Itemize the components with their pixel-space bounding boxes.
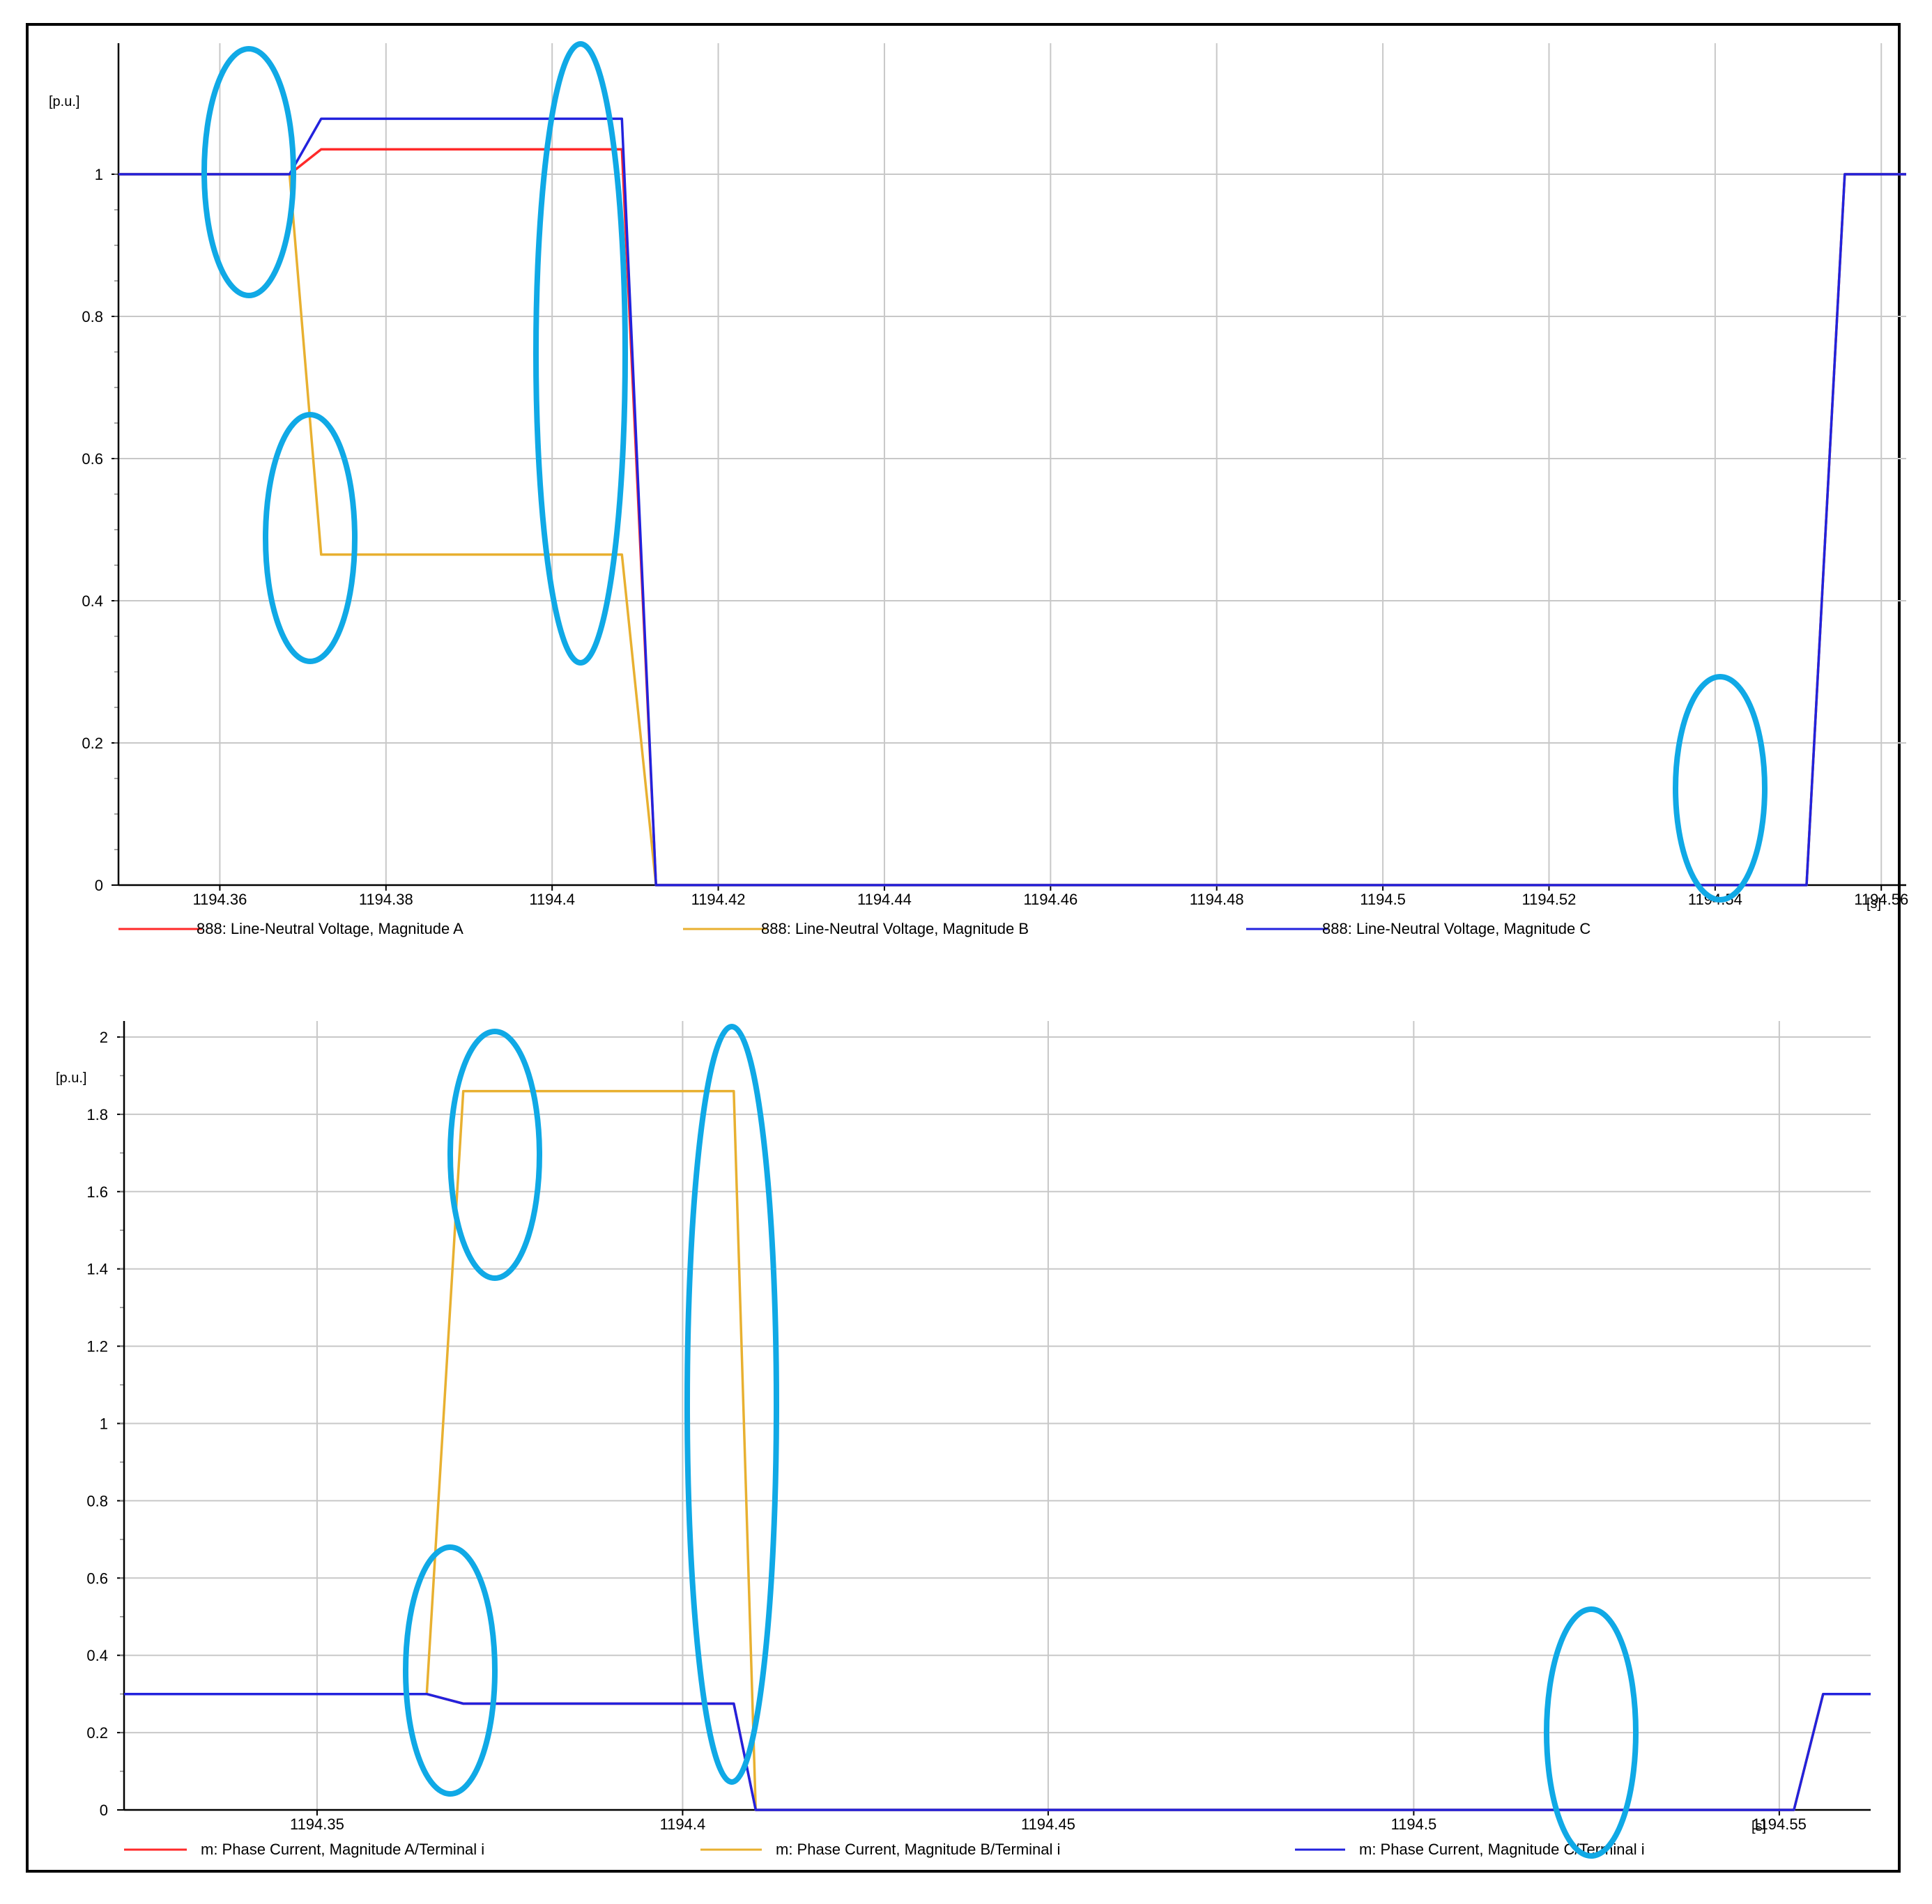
y-tick-label: 0.8 bbox=[82, 308, 103, 325]
y-tick-label: 0.8 bbox=[86, 1492, 108, 1510]
x-tick-label: 1194.38 bbox=[359, 891, 413, 908]
voltage-chart-axes bbox=[112, 43, 1906, 891]
voltage-chart-x-unit: [s] bbox=[1866, 896, 1881, 912]
y-tick-label: 0.4 bbox=[86, 1647, 108, 1664]
series-line-3 bbox=[124, 1692, 1871, 1811]
y-tick-label: 1.8 bbox=[86, 1106, 108, 1123]
legend-label: m: Phase Current, Magnitude A/Terminal i bbox=[201, 1841, 484, 1858]
x-tick-label: 1194.36 bbox=[192, 891, 247, 908]
current-chart-y-unit: [p.u.] bbox=[56, 1070, 86, 1086]
x-tick-label: 1194.5 bbox=[1360, 891, 1406, 908]
highlight-ellipse bbox=[533, 41, 628, 666]
current-chart-axes bbox=[117, 1021, 1871, 1815]
x-tick-label: 1194.48 bbox=[1190, 891, 1244, 908]
legend-label: m: Phase Current, Magnitude B/Terminal i bbox=[776, 1841, 1060, 1858]
current-chart-grid bbox=[124, 1021, 1871, 1810]
highlight-ellipse bbox=[447, 1029, 542, 1281]
current-chart: [p.u.] [s] 0 0.2 0.4 0.6 0.8 1 1.2 1.4 1.6 1.8 2 1… bbox=[56, 1021, 1871, 1858]
y-tick-label: 1.6 bbox=[86, 1183, 108, 1201]
x-tick-label: 1194.45 bbox=[1021, 1815, 1075, 1833]
y-tick-label: 0.6 bbox=[82, 450, 103, 468]
y-tick-label: 0.4 bbox=[82, 592, 103, 610]
y-tick-label: 0.6 bbox=[86, 1569, 108, 1587]
x-tick-label: 1194.52 bbox=[1522, 891, 1577, 908]
y-tick-label: 0 bbox=[100, 1802, 108, 1819]
current-chart-x-ticks: 1194.35 1194.4 1194.45 1194.5 1194.55 bbox=[290, 1815, 1807, 1833]
x-tick-label: 1194.4 bbox=[529, 891, 575, 908]
y-tick-label: 1 bbox=[95, 166, 103, 183]
voltage-chart: [p.u.] [s] 0 0.2 0.4 0.6 0.8 1 1194.36 1194.38… bbox=[49, 43, 1908, 937]
x-tick-label: 1194.56 bbox=[1854, 891, 1908, 908]
voltage-chart-y-ticks: 0 0.2 0.4 0.6 0.8 1 bbox=[82, 166, 103, 894]
legend-label: 888: Line-Neutral Voltage, Magnitude A bbox=[197, 920, 463, 937]
current-chart-series bbox=[124, 1089, 1871, 1811]
highlight-annotations bbox=[201, 41, 1768, 1859]
voltage-chart-grid bbox=[118, 43, 1906, 885]
current-chart-y-ticks: 0 0.2 0.4 0.6 0.8 1 1.2 1.4 1.6 1.8 2 bbox=[86, 1029, 108, 1819]
highlight-ellipse bbox=[263, 412, 358, 664]
y-tick-label: 0.2 bbox=[86, 1724, 108, 1742]
series-line-2 bbox=[124, 1089, 1871, 1811]
legend-label: 888: Line-Neutral Voltage, Magnitude C bbox=[1322, 920, 1590, 937]
y-tick-label: 1 bbox=[100, 1415, 108, 1433]
voltage-chart-legend: 888: Line-Neutral Voltage, Magnitude A 88… bbox=[118, 920, 1590, 937]
series-line-1 bbox=[124, 1692, 1871, 1811]
y-tick-label: 1.4 bbox=[86, 1261, 108, 1278]
current-chart-legend: m: Phase Current, Magnitude A/Terminal i… bbox=[124, 1841, 1645, 1858]
highlight-ellipse bbox=[201, 46, 296, 298]
x-tick-label: 1194.35 bbox=[290, 1815, 344, 1833]
y-tick-label: 0.2 bbox=[82, 735, 103, 752]
x-tick-label: 1194.55 bbox=[1752, 1815, 1807, 1833]
highlight-ellipse bbox=[403, 1544, 498, 1797]
y-tick-label: 1.2 bbox=[86, 1338, 108, 1356]
legend-label: 888: Line-Neutral Voltage, Magnitude B bbox=[761, 920, 1029, 937]
x-tick-label: 1194.4 bbox=[660, 1815, 706, 1833]
figure-frame bbox=[26, 23, 1901, 1873]
voltage-chart-x-ticks: 1194.36 1194.38 1194.4 1194.42 1194.44 1194.4… bbox=[192, 891, 1908, 908]
highlight-ellipse bbox=[1673, 674, 1768, 903]
highlight-ellipse bbox=[1544, 1606, 1639, 1859]
x-tick-label: 1194.42 bbox=[691, 891, 746, 908]
y-tick-label: 2 bbox=[100, 1029, 108, 1046]
y-tick-label: 0 bbox=[95, 877, 103, 894]
voltage-chart-y-unit: [p.u.] bbox=[49, 94, 79, 109]
current-chart-x-unit: [s] bbox=[1751, 1819, 1766, 1834]
highlight-ellipse bbox=[684, 1024, 779, 1785]
x-tick-label: 1194.5 bbox=[1391, 1815, 1437, 1833]
x-tick-label: 1194.44 bbox=[857, 891, 912, 908]
x-tick-label: 1194.46 bbox=[1023, 891, 1078, 908]
